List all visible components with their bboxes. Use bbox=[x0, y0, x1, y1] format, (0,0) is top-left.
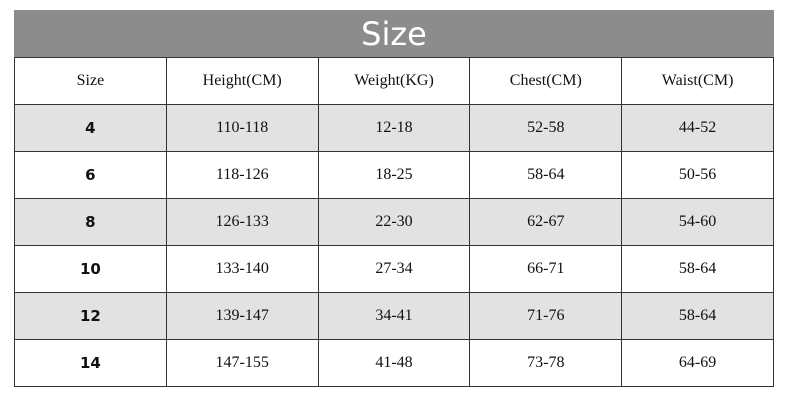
table-cell: 54-60 bbox=[621, 198, 774, 246]
table-row: 6 118-126 18-25 58-64 50-56 bbox=[14, 151, 774, 199]
table-cell: 110-118 bbox=[165, 104, 319, 152]
table-cell: 4 bbox=[14, 104, 167, 152]
table-cell: 12 bbox=[14, 292, 167, 340]
table-cell: 6 bbox=[14, 151, 167, 199]
table-cell: 14 bbox=[14, 339, 167, 387]
table-cell: 50-56 bbox=[621, 151, 774, 199]
table-cell: 18-25 bbox=[317, 151, 471, 199]
table-cell: 10 bbox=[14, 245, 167, 293]
table-cell: 52-58 bbox=[469, 104, 623, 152]
table-cell: 12-18 bbox=[317, 104, 471, 152]
title-bar: Size bbox=[14, 10, 774, 57]
table-cell: 126-133 bbox=[165, 198, 319, 246]
table-cell: 8 bbox=[14, 198, 167, 246]
column-header: Chest(CM) bbox=[469, 57, 623, 105]
table-row: 10 133-140 27-34 66-71 58-64 bbox=[14, 245, 774, 293]
column-header: Waist(CM) bbox=[621, 57, 774, 105]
table-cell: 139-147 bbox=[165, 292, 319, 340]
table-cell: 71-76 bbox=[469, 292, 623, 340]
header-row: Size Height(CM) Weight(KG) Chest(CM) Waist(C… bbox=[14, 57, 774, 105]
table-cell: 58-64 bbox=[469, 151, 623, 199]
column-header: Weight(KG) bbox=[317, 57, 471, 105]
table-cell: 66-71 bbox=[469, 245, 623, 293]
size-table: Size Height(CM) Weight(KG) Chest(CM) Waist(C… bbox=[14, 57, 774, 387]
table-cell: 133-140 bbox=[165, 245, 319, 293]
table-cell: 64-69 bbox=[621, 339, 774, 387]
table-cell: 41-48 bbox=[317, 339, 471, 387]
table-cell: 58-64 bbox=[621, 245, 774, 293]
table-cell: 118-126 bbox=[165, 151, 319, 199]
table-cell: 73-78 bbox=[469, 339, 623, 387]
table-cell: 62-67 bbox=[469, 198, 623, 246]
table-row: 4 110-118 12-18 52-58 44-52 bbox=[14, 104, 774, 152]
table-cell: 27-34 bbox=[317, 245, 471, 293]
table-cell: 22-30 bbox=[317, 198, 471, 246]
table-cell: 34-41 bbox=[317, 292, 471, 340]
table-row: 8 126-133 22-30 62-67 54-60 bbox=[14, 198, 774, 246]
table-row: 12 139-147 34-41 71-76 58-64 bbox=[14, 292, 774, 340]
table-cell: 58-64 bbox=[621, 292, 774, 340]
table-row: 14 147-155 41-48 73-78 64-69 bbox=[14, 339, 774, 387]
column-header: Size bbox=[14, 57, 167, 105]
table-cell: 44-52 bbox=[621, 104, 774, 152]
column-header: Height(CM) bbox=[165, 57, 319, 105]
table-cell: 147-155 bbox=[165, 339, 319, 387]
